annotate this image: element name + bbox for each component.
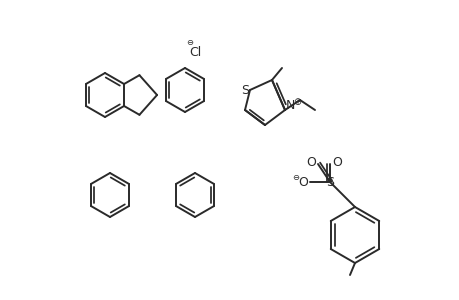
Text: Cl: Cl	[189, 46, 201, 59]
Text: N: N	[285, 98, 294, 112]
Text: ⊕: ⊕	[292, 97, 300, 107]
Text: ⊖: ⊖	[292, 173, 299, 182]
Text: O: O	[305, 155, 315, 169]
Text: S: S	[325, 176, 333, 188]
Text: O: O	[331, 155, 341, 169]
Text: ⊖: ⊖	[186, 38, 193, 46]
Text: S: S	[241, 83, 248, 97]
Text: O: O	[297, 176, 307, 188]
